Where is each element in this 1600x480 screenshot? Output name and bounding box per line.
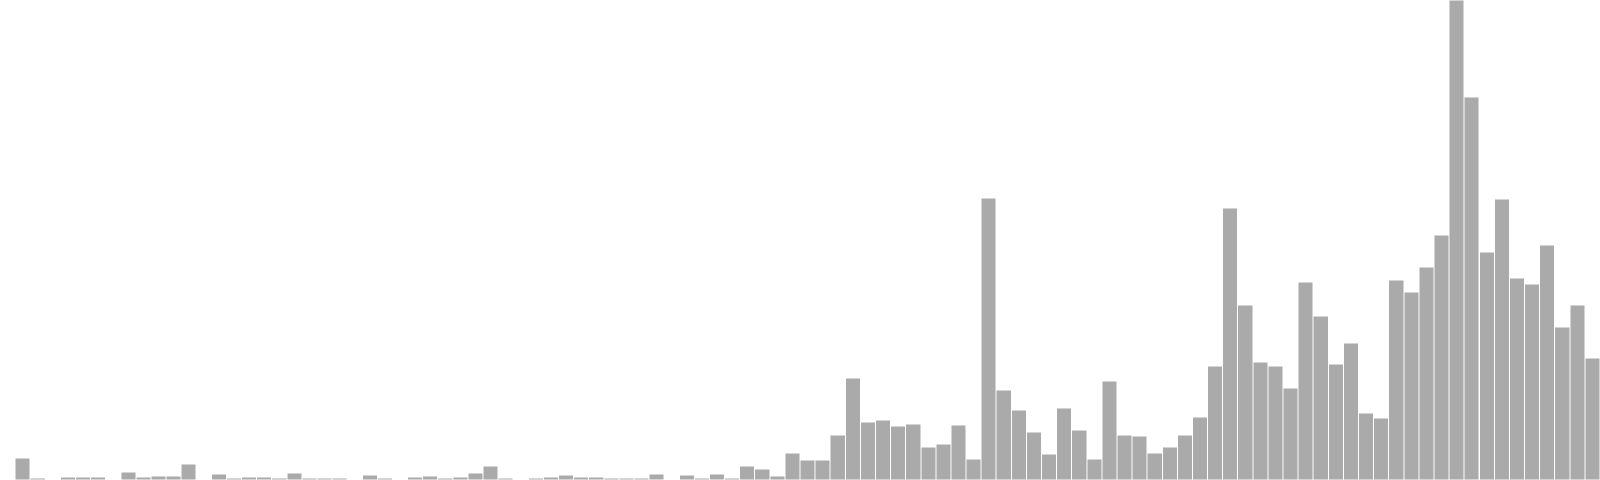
bar-67: [1010, 409, 1027, 480]
bar-97: [1463, 96, 1480, 480]
bar-51: [769, 475, 786, 480]
bar-89: [1342, 342, 1359, 480]
bar-47: [708, 473, 726, 480]
bar-81: [1222, 207, 1239, 480]
bar-98: [1478, 251, 1495, 480]
bar-86: [1297, 281, 1314, 480]
bar-71: [1071, 429, 1088, 480]
bar-43: [648, 473, 665, 480]
bar-57: [859, 421, 876, 480]
bar-28: [422, 475, 439, 480]
bar-72: [1086, 458, 1103, 480]
bar-10: [150, 475, 167, 480]
bar-94: [1418, 266, 1435, 480]
bar-78: [1176, 434, 1193, 480]
bar-101: [1524, 283, 1541, 480]
bar-45: [678, 474, 695, 480]
bar-12: [180, 463, 197, 480]
bar-91: [1373, 417, 1390, 480]
bar-93: [1403, 291, 1420, 480]
bar-73: [1101, 380, 1118, 480]
bar-61: [920, 446, 937, 480]
bar-53: [799, 459, 816, 480]
bar-14: [210, 473, 227, 480]
bar-69: [1041, 453, 1058, 480]
bar-87: [1312, 315, 1329, 480]
bar-68: [1025, 431, 1043, 480]
bar-63: [950, 424, 967, 480]
bar-37: [557, 474, 575, 480]
bar-103: [1554, 326, 1571, 480]
bar-105: [1584, 357, 1600, 480]
bar-66: [995, 389, 1012, 480]
bar-82: [1237, 304, 1254, 480]
bar-83: [1252, 361, 1269, 480]
bar-79: [1191, 416, 1209, 480]
bar-54: [814, 459, 831, 480]
bar-77: [1161, 446, 1178, 480]
bar-56: [844, 377, 861, 480]
bar-32: [482, 465, 499, 480]
bar-25: [376, 477, 393, 480]
bar-50: [754, 468, 771, 480]
bar-55: [829, 434, 846, 480]
bar-65: [980, 197, 997, 480]
bar-85: [1282, 387, 1299, 480]
bar-75: [1131, 435, 1148, 480]
bar-76: [1146, 452, 1163, 480]
bar-104: [1569, 304, 1586, 480]
bar-59: [890, 425, 907, 480]
bar-90: [1357, 412, 1375, 480]
bar-96: [1448, 0, 1465, 480]
bar-92: [1388, 279, 1405, 480]
bar-24: [361, 474, 378, 480]
bar-58: [874, 419, 892, 480]
bar-19: [286, 472, 303, 480]
bar-74: [1116, 434, 1133, 480]
bar-62: [935, 443, 952, 480]
bar-1: [14, 457, 31, 480]
bar-52: [784, 452, 801, 480]
bar-31: [467, 472, 484, 480]
bar-95: [1433, 234, 1450, 480]
bar-102: [1539, 244, 1556, 480]
bar-84: [1267, 365, 1284, 480]
bar-99: [1493, 198, 1510, 480]
bar-100: [1508, 277, 1526, 480]
bar-80: [1207, 365, 1224, 480]
bar-70: [1056, 407, 1073, 480]
bar-88: [1327, 363, 1344, 480]
bar-11: [165, 475, 182, 480]
bar-60: [905, 423, 922, 480]
bar-49: [739, 465, 756, 480]
bar-64: [965, 458, 982, 480]
bar-8: [120, 471, 137, 480]
